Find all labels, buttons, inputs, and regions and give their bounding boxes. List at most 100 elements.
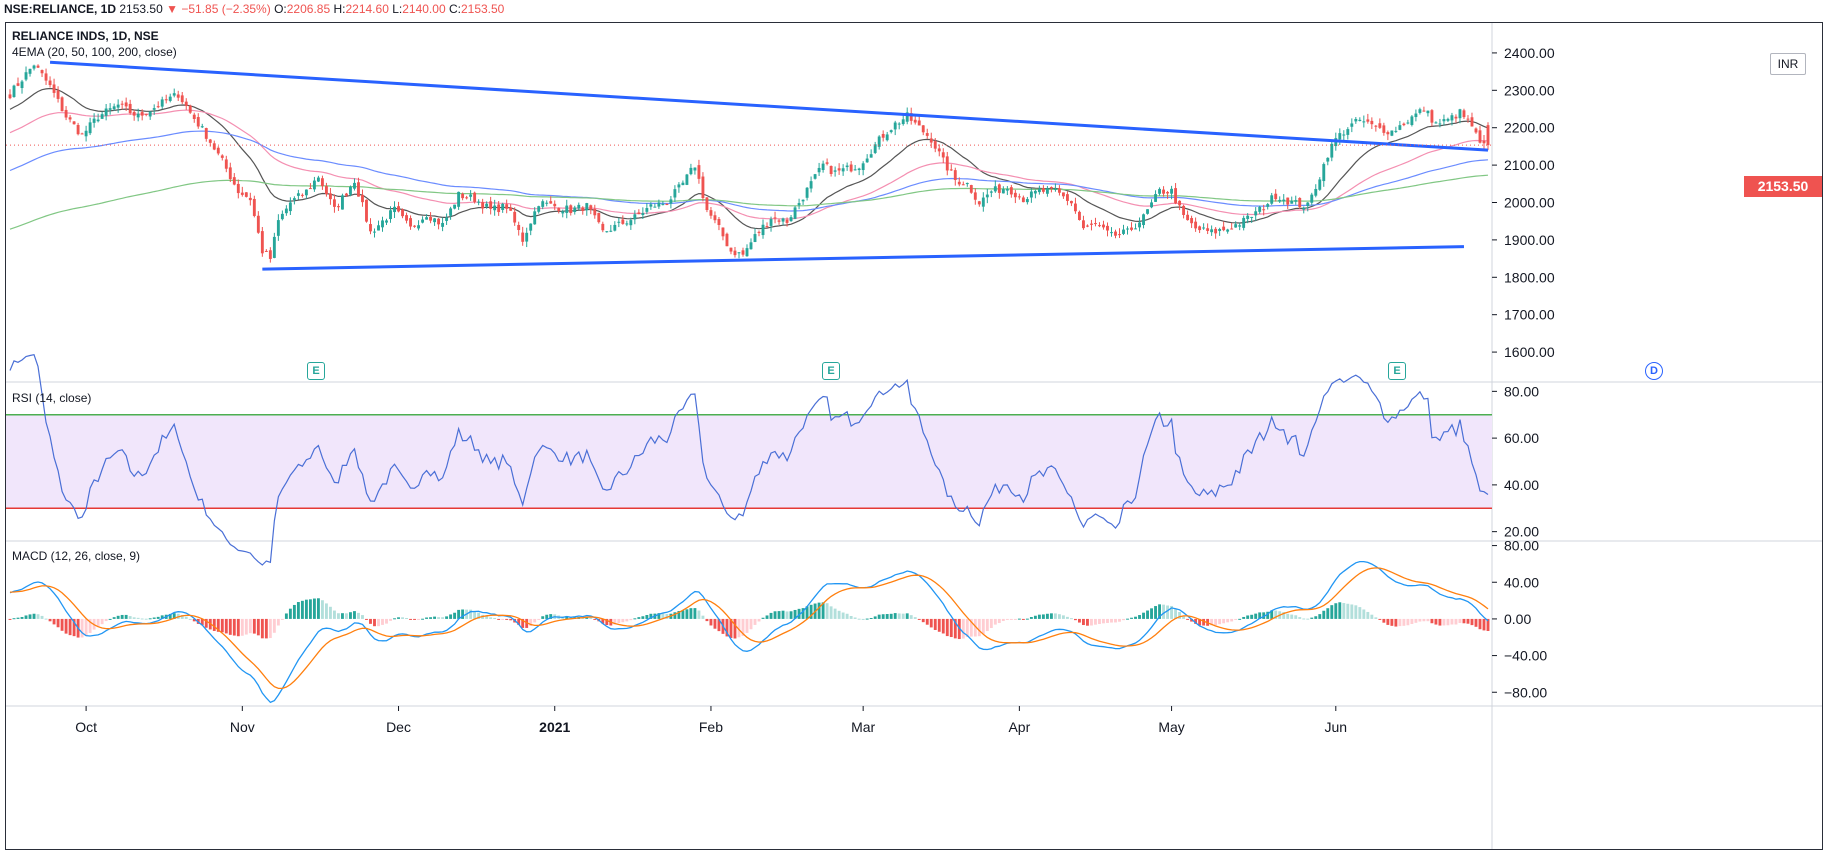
macd-histogram-bar	[545, 614, 549, 619]
candle-body	[605, 231, 609, 233]
macd-histogram-bar	[124, 614, 128, 619]
candle-body	[1130, 227, 1133, 230]
candle-body	[276, 220, 280, 236]
macd-line	[9, 560, 1489, 704]
macd-histogram-bar	[457, 609, 461, 619]
symbol-label[interactable]: NSE:RELIANCE, 1D	[4, 2, 117, 16]
currency-label[interactable]: INR	[1770, 53, 1806, 75]
candle-body	[1258, 206, 1262, 212]
candle-body	[461, 193, 465, 199]
candle-body	[445, 217, 449, 221]
candle-body	[737, 252, 741, 254]
dividend-event-icon[interactable]: D	[1645, 362, 1663, 380]
candle-body	[140, 112, 144, 116]
macd-histogram-bar	[1222, 618, 1226, 624]
macd-histogram-bar	[881, 614, 885, 619]
macd-histogram-bar	[1150, 608, 1153, 619]
candle-body	[389, 210, 392, 220]
macd-histogram-bar	[825, 603, 829, 619]
macd-histogram-bar	[605, 618, 609, 626]
candle-body	[573, 207, 577, 212]
candle-body	[1242, 217, 1246, 228]
macd-histogram-bar	[1226, 618, 1230, 623]
candle-body	[1053, 188, 1057, 190]
macd-histogram-bar	[1362, 609, 1366, 619]
candle-body	[264, 250, 268, 252]
candle-body	[953, 170, 957, 180]
macd-histogram-bar	[353, 611, 356, 619]
macd-histogram-bar	[1342, 603, 1346, 619]
ema-indicator-label[interactable]: 4EMA (20, 50, 100, 200, close)	[12, 45, 177, 59]
candle-body	[20, 81, 24, 89]
macd-histogram-bar	[685, 609, 689, 619]
candle-body	[48, 80, 52, 86]
rsi-axis-tick-label: 80.00	[1504, 383, 1539, 399]
macd-histogram-bar	[369, 618, 372, 624]
candle-body	[1114, 231, 1117, 236]
macd-histogram-bar	[96, 618, 100, 628]
macd-histogram-bar	[789, 611, 793, 619]
candle-body	[769, 219, 773, 226]
macd-histogram-bar	[433, 616, 437, 619]
macd-histogram-bar	[485, 615, 489, 619]
candle-body	[284, 208, 288, 214]
candle-body	[565, 205, 569, 213]
candle-body	[653, 206, 657, 208]
macd-histogram-bar	[1430, 618, 1434, 624]
macd-histogram-bar	[280, 618, 284, 620]
macd-histogram-bar	[525, 618, 529, 628]
macd-histogram-bar	[477, 612, 481, 619]
macd-histogram-bar	[637, 617, 641, 619]
candle-body	[961, 184, 965, 186]
macd-histogram-bar	[272, 618, 276, 633]
candle-body	[741, 250, 745, 255]
macd-histogram-bar	[1462, 618, 1466, 624]
macd-histogram-bar	[429, 617, 433, 619]
macd-histogram-bar	[805, 606, 809, 619]
macd-histogram-bar	[397, 617, 400, 619]
candle-body	[100, 114, 104, 119]
earnings-event-icon[interactable]: E	[1388, 362, 1406, 380]
macd-histogram-bar	[853, 617, 857, 619]
macd-histogram-bar	[276, 618, 280, 626]
candle-body	[188, 105, 192, 113]
macd-axis-tick-label: 0.00	[1504, 611, 1531, 627]
candle-body	[1318, 179, 1322, 190]
candle-body	[1322, 164, 1326, 182]
candle-body	[1382, 125, 1386, 133]
candle-body	[8, 94, 12, 99]
candle-body	[1057, 188, 1061, 193]
candle-body	[1037, 189, 1041, 193]
macd-histogram-bar	[36, 614, 40, 619]
candle-body	[1166, 192, 1170, 194]
macd-histogram-bar	[757, 618, 761, 622]
macd-pane-title[interactable]: MACD (12, 26, close, 9)	[12, 549, 141, 563]
candle-body	[1094, 223, 1097, 225]
candle-body	[417, 225, 420, 229]
earnings-event-icon[interactable]: E	[307, 362, 325, 380]
chart-frame[interactable]: 1600.00 1700.00 1800.00 1900.00 2000.00 2100.…	[5, 22, 1823, 850]
rsi-pane-title[interactable]: RSI (14, close)	[12, 391, 92, 405]
candle-body	[204, 128, 208, 139]
candle-body	[1270, 195, 1274, 204]
chart-svg[interactable]: 1600.00 1700.00 1800.00 1900.00 2000.00 2100.…	[6, 23, 1822, 849]
candle-body	[1346, 129, 1350, 135]
candle-body	[425, 217, 429, 220]
macd-histogram-bar	[389, 618, 392, 621]
macd-histogram-bar	[777, 611, 781, 619]
candle-body	[1314, 188, 1318, 196]
candle-body	[1418, 109, 1422, 113]
macd-histogram-bar	[413, 618, 416, 620]
macd-histogram-bar	[641, 616, 645, 619]
earnings-event-icon[interactable]: E	[822, 362, 840, 380]
macd-histogram-bar	[128, 616, 132, 619]
macd-histogram-bar	[977, 618, 981, 637]
macd-histogram-bar	[1274, 610, 1278, 619]
macd-histogram-bar	[713, 618, 717, 629]
macd-histogram-bar	[489, 617, 493, 619]
candle-body	[40, 70, 44, 74]
macd-histogram-bar	[761, 617, 765, 619]
time-axis-label: Dec	[386, 719, 411, 735]
macd-histogram-bar	[1110, 618, 1113, 623]
candle-body	[200, 126, 204, 128]
